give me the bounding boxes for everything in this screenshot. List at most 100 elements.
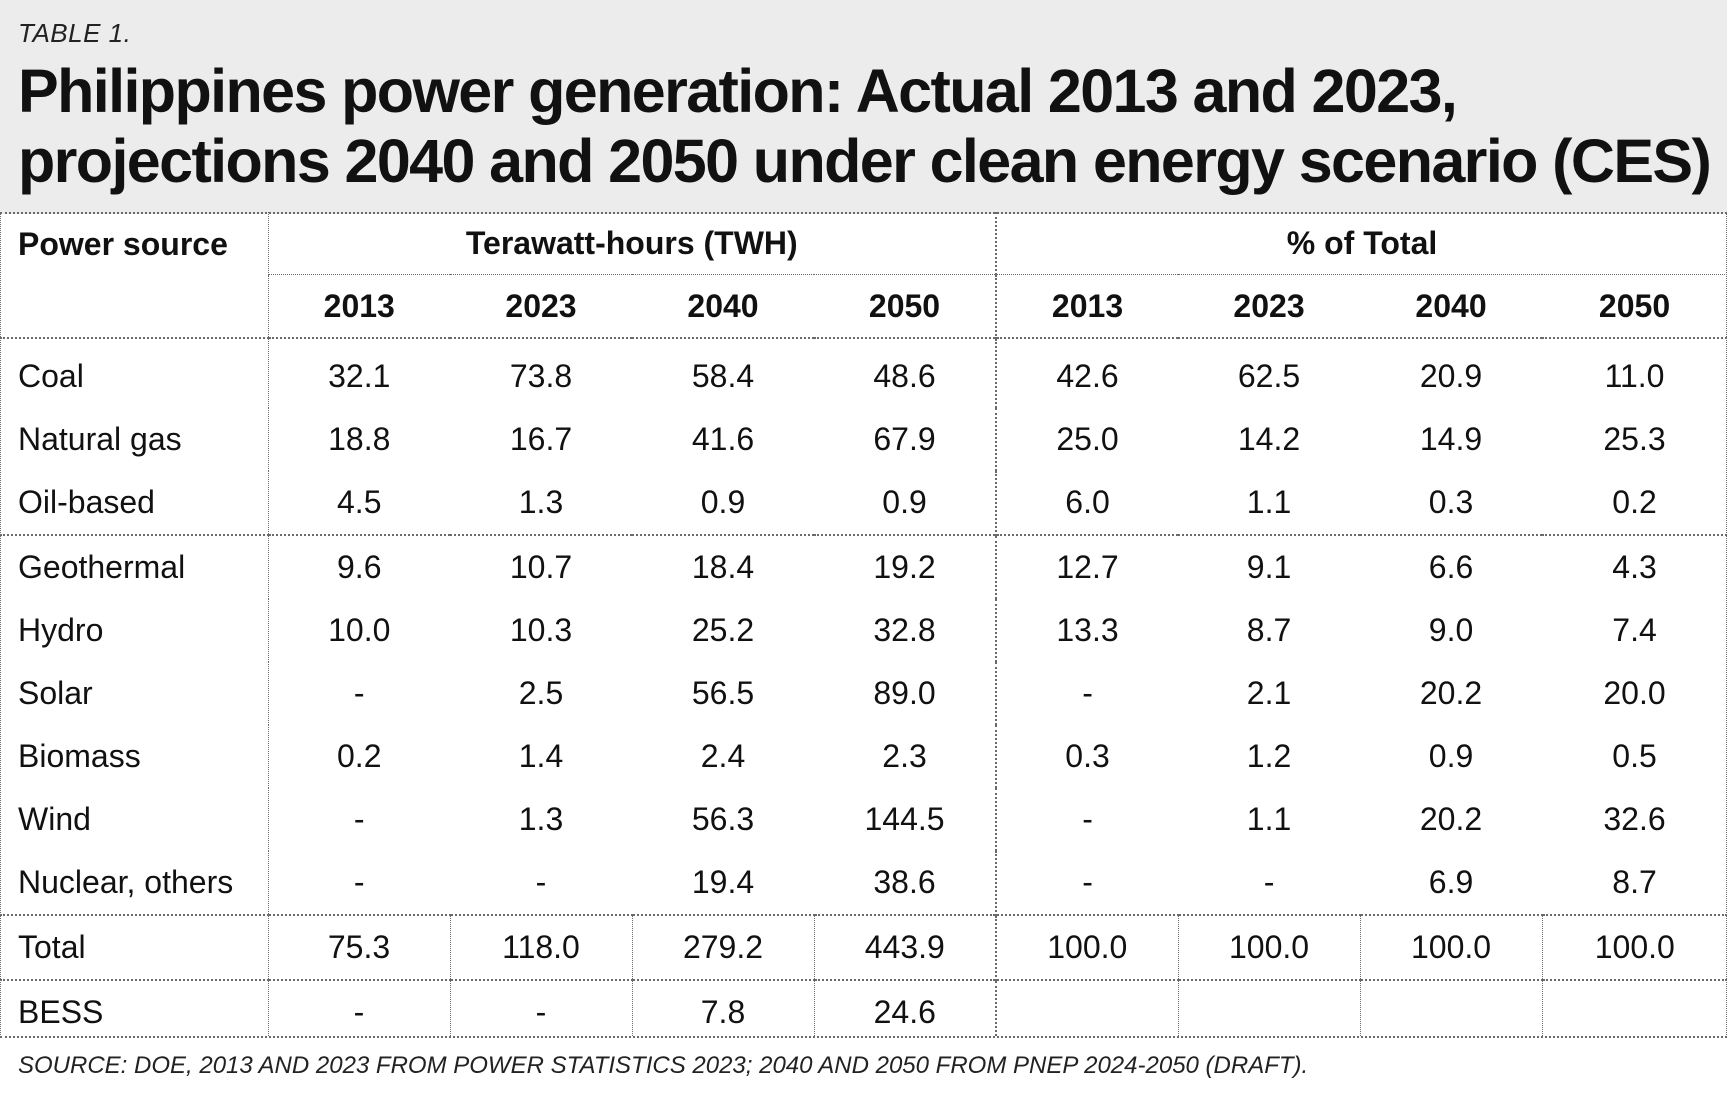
twh-cell: 1.4 [518, 738, 564, 774]
row-label: Coal [0, 337, 268, 408]
pct-cell: 11.0 [1542, 337, 1727, 408]
pct-cell: 8.7 [1246, 612, 1292, 648]
twh-cell: 56.5 [691, 675, 755, 711]
pct-cell: 12.7 [995, 534, 1179, 599]
pct-cell: 6.6 [1360, 534, 1543, 599]
row-label: Nuclear, others [18, 864, 234, 900]
pct-cell: 25.3 [1603, 421, 1666, 457]
pct-cell: 7.4 [1612, 612, 1657, 648]
twh-cell: 58.4 [632, 337, 814, 408]
pct-cell: 9.0 [1428, 612, 1474, 648]
twh-cell: 0.9 [700, 484, 746, 520]
table-row: Solar - 2.5 56.5 89.0 - 2.1 20.2 20.0 [0, 662, 1727, 725]
row-label: Geothermal [0, 534, 268, 599]
row-label: Oil-based [18, 484, 155, 520]
table-row: Oil-based 4.5 1.3 0.9 0.9 6.0 1.1 0.3 0.… [0, 471, 1727, 535]
twh-cell: 118.0 [449, 914, 632, 980]
header-year-pct: 2013 [995, 274, 1179, 338]
twh-cell: 73.8 [450, 337, 632, 408]
twh-cell: 9.6 [267, 534, 450, 599]
pct-cell: 100.0 [1359, 914, 1543, 980]
row-label: Solar [18, 675, 93, 711]
table-row: Coal 32.1 73.8 58.4 48.6 42.6 62.5 20.9 … [0, 337, 1727, 408]
pct-cell: 6.0 [995, 471, 1179, 535]
pct-cell [1177, 979, 1361, 1044]
twh-cell: 4.5 [267, 471, 450, 535]
header-twh-group: Terawatt-hours (TWH) [267, 212, 997, 275]
table-title: Philippines power generation: Actual 201… [18, 56, 1718, 196]
pct-cell: 20.2 [1419, 675, 1483, 711]
header-year-twh: 2023 [450, 274, 632, 338]
twh-cell: 0.9 [882, 484, 927, 520]
row-label: Wind [18, 801, 91, 837]
table-header-band: TABLE 1. Philippines power generation: A… [0, 0, 1727, 214]
table-row: Biomass 0.2 1.4 2.4 2.3 0.3 1.2 0.9 0.5 [0, 725, 1727, 788]
pct-cell: 25.0 [995, 408, 1179, 471]
twh-cell: 144.5 [864, 801, 945, 837]
twh-cell: 19.2 [814, 534, 997, 599]
source-note-band: SOURCE: DOE, 2013 AND 2023 FROM POWER ST… [0, 1036, 1727, 1105]
pct-cell: 20.9 [1360, 337, 1543, 408]
twh-cell: - [267, 979, 450, 1044]
twh-cell: 67.9 [873, 421, 936, 457]
pct-cell: 20.0 [1603, 675, 1666, 711]
pct-cell [995, 979, 1179, 1044]
twh-cell: 48.6 [814, 337, 997, 408]
pct-cell: 1.2 [1246, 738, 1292, 774]
table-row: Hydro 10.0 10.3 25.2 32.8 13.3 8.7 9.0 7… [0, 599, 1727, 662]
pct-cell: - [995, 788, 1179, 851]
twh-cell: 32.8 [873, 612, 936, 648]
pct-cell: 13.3 [995, 599, 1179, 662]
twh-cell: 89.0 [873, 675, 936, 711]
pct-cell: 0.2 [1612, 484, 1657, 520]
pct-cell: 32.6 [1603, 801, 1666, 837]
pct-cell: - [995, 662, 1179, 725]
header-year-pct: 2050 [1542, 274, 1727, 338]
header-year-twh: 2013 [267, 274, 450, 338]
twh-cell: 10.3 [509, 612, 573, 648]
pct-cell: 4.3 [1542, 534, 1727, 599]
twh-cell: 16.7 [509, 421, 573, 457]
row-label: Total [0, 914, 268, 980]
pct-cell: 0.3 [995, 725, 1179, 788]
pct-cell: 1.1 [1246, 801, 1292, 837]
twh-cell: 2.5 [518, 675, 564, 711]
row-label: BESS [0, 979, 268, 1044]
title-line-2: projections 2040 and 2050 under clean en… [18, 127, 1712, 195]
pct-cell: 8.7 [1612, 864, 1657, 900]
header-year-pct: 2040 [1360, 274, 1543, 338]
twh-cell: 56.3 [691, 801, 755, 837]
table-row: Nuclear, others - - 19.4 38.6 - - 6.9 8.… [0, 851, 1727, 915]
table-row: Wind - 1.3 56.3 144.5 - 1.1 20.2 32.6 [0, 788, 1727, 851]
twh-cell: 75.3 [267, 914, 450, 980]
pct-cell: 2.1 [1246, 675, 1292, 711]
twh-cell: 1.3 [518, 484, 564, 520]
twh-cell: 1.3 [518, 801, 564, 837]
twh-cell: 2.4 [700, 738, 746, 774]
twh-cell: 443.9 [813, 914, 997, 980]
header-year-pct: 2023 [1178, 274, 1361, 338]
twh-cell: 18.8 [267, 408, 450, 471]
twh-cell: 38.6 [873, 864, 936, 900]
table-label: TABLE 1. [18, 18, 132, 48]
row-label: Biomass [18, 738, 141, 774]
twh-cell: - [267, 788, 450, 851]
twh-cell: 10.7 [450, 534, 632, 599]
pct-cell: 20.2 [1419, 801, 1483, 837]
twh-cell: 10.0 [267, 599, 450, 662]
pct-cell: - [1263, 864, 1275, 900]
twh-cell: 0.2 [267, 725, 450, 788]
pct-cell: 100.0 [1541, 914, 1727, 980]
pct-cell: 9.1 [1178, 534, 1361, 599]
table-row: Geothermal 9.6 10.7 18.4 19.2 12.7 9.1 6… [0, 534, 1727, 599]
header-year-twh: 2040 [632, 274, 814, 338]
table-row-bess: BESS - - 7.8 24.6 [0, 979, 1727, 1044]
source-note: SOURCE: DOE, 2013 AND 2023 FROM POWER ST… [18, 1052, 1309, 1079]
pct-cell: - [995, 851, 1179, 915]
pct-cell: 6.9 [1428, 864, 1474, 900]
header-power-source: Power source [18, 226, 228, 262]
pct-cell: 100.0 [995, 914, 1179, 980]
twh-cell: 19.4 [691, 864, 755, 900]
table-row-total: Total 75.3 118.0 279.2 443.9 100.0 100.0… [0, 914, 1727, 980]
header-pct-group: % of Total [995, 212, 1727, 275]
